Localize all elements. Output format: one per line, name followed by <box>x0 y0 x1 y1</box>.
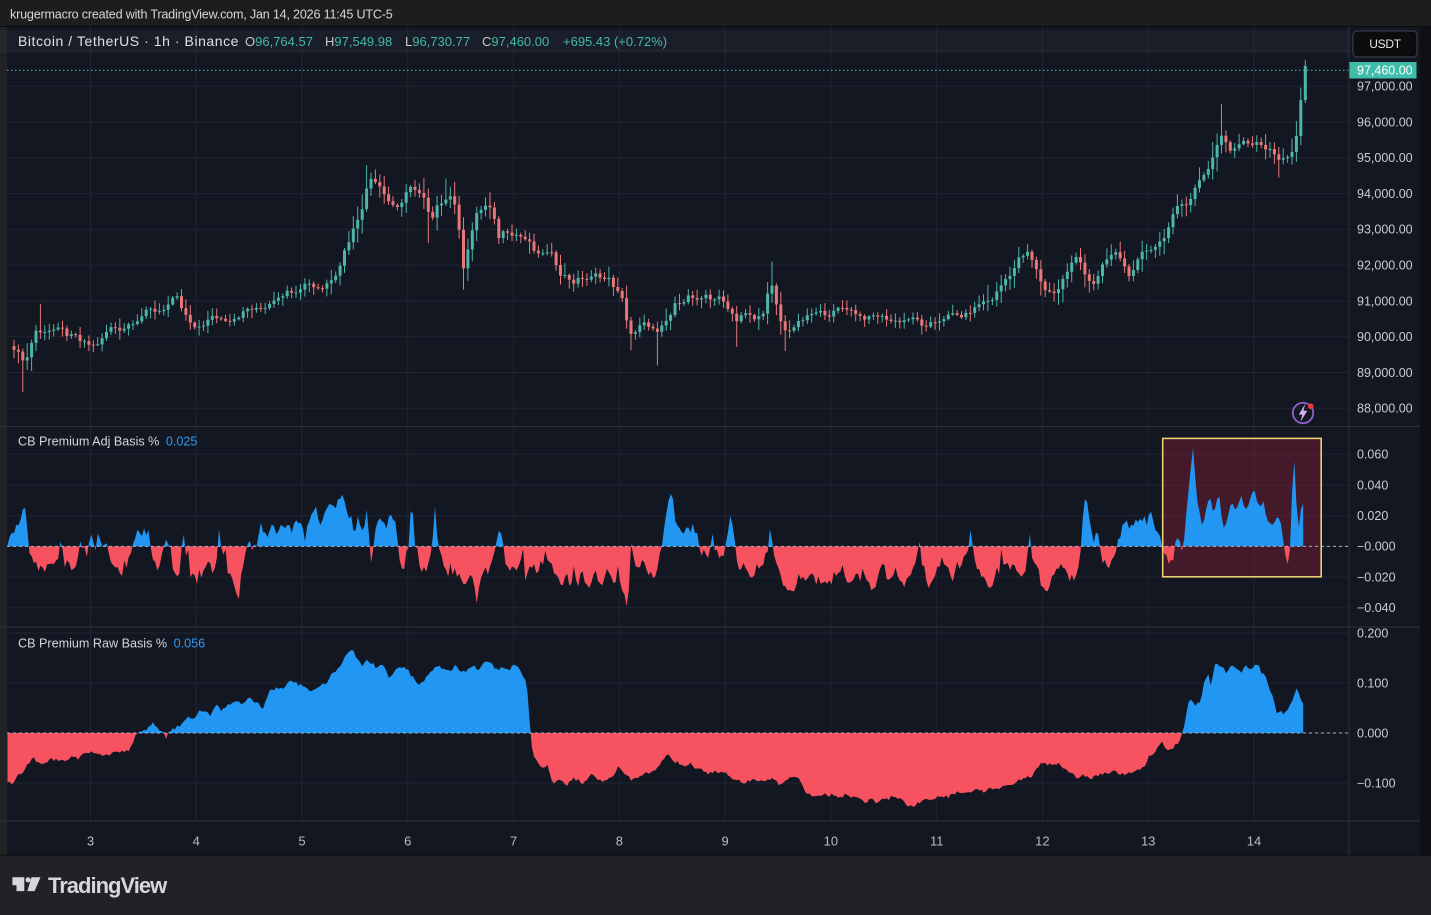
svg-text:94,000.00: 94,000.00 <box>1357 187 1413 201</box>
svg-text:USDT: USDT <box>1369 37 1401 51</box>
svg-text:Bitcoin / TetherUS · 1h · Bina: Bitcoin / TetherUS · 1h · Binance <box>18 33 239 49</box>
svg-text:11: 11 <box>930 834 944 849</box>
svg-text:−0.020: −0.020 <box>1357 570 1396 584</box>
svg-text:5: 5 <box>298 834 305 849</box>
svg-text:88,000.00: 88,000.00 <box>1357 402 1413 416</box>
svg-text:8: 8 <box>616 834 623 849</box>
svg-text:7: 7 <box>510 834 517 849</box>
svg-text:CB Premium Raw Basis % 0.056: CB Premium Raw Basis % 0.056 <box>18 637 205 651</box>
svg-text:89,000.00: 89,000.00 <box>1357 366 1413 380</box>
svg-text:TradingView: TradingView <box>48 873 168 898</box>
svg-text:13: 13 <box>1141 834 1155 849</box>
svg-text:97,000.00: 97,000.00 <box>1357 80 1413 94</box>
svg-text:9: 9 <box>721 834 728 849</box>
svg-text:95,000.00: 95,000.00 <box>1357 151 1413 165</box>
svg-text:97,460.00: 97,460.00 <box>1357 64 1413 78</box>
svg-text:0.000: 0.000 <box>1357 726 1388 740</box>
svg-text:91,000.00: 91,000.00 <box>1357 294 1413 308</box>
svg-text:0.040: 0.040 <box>1357 478 1388 492</box>
svg-text:14: 14 <box>1247 834 1261 849</box>
svg-text:3: 3 <box>87 834 94 849</box>
svg-text:CB Premium Adj Basis % 0.025: CB Premium Adj Basis % 0.025 <box>18 435 197 449</box>
svg-text:10: 10 <box>824 834 838 849</box>
svg-text:0.020: 0.020 <box>1357 509 1388 523</box>
svg-text:4: 4 <box>193 834 200 849</box>
svg-text:90,000.00: 90,000.00 <box>1357 330 1413 344</box>
svg-text:H97,549.98: H97,549.98 <box>325 34 392 49</box>
svg-text:krugermacro created with Tradi: krugermacro created with TradingView.com… <box>10 8 393 22</box>
svg-text:+695.43 (+0.72%): +695.43 (+0.72%) <box>563 34 667 49</box>
svg-text:O96,764.57: O96,764.57 <box>245 34 313 49</box>
svg-text:12: 12 <box>1035 834 1049 849</box>
svg-text:−0.000: −0.000 <box>1357 540 1396 554</box>
svg-text:93,000.00: 93,000.00 <box>1357 223 1413 237</box>
svg-text:92,000.00: 92,000.00 <box>1357 259 1413 273</box>
svg-text:−0.040: −0.040 <box>1357 601 1396 615</box>
svg-text:C97,460.00: C97,460.00 <box>482 34 549 49</box>
svg-text:96,000.00: 96,000.00 <box>1357 115 1413 129</box>
svg-text:0.060: 0.060 <box>1357 448 1388 462</box>
svg-text:0.200: 0.200 <box>1357 626 1388 640</box>
svg-text:0.100: 0.100 <box>1357 676 1388 690</box>
svg-text:L96,730.77: L96,730.77 <box>405 34 470 49</box>
svg-text:6: 6 <box>404 834 411 849</box>
svg-text:−0.100: −0.100 <box>1357 776 1396 790</box>
